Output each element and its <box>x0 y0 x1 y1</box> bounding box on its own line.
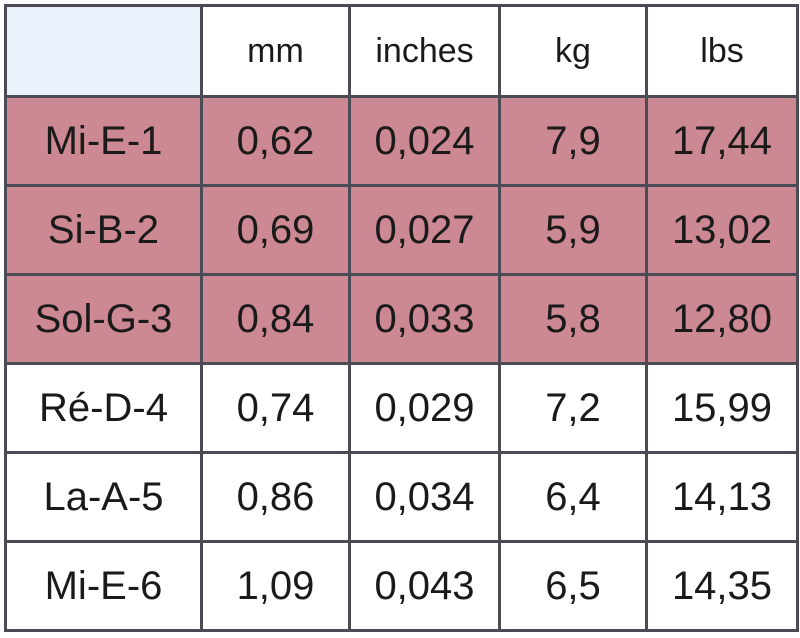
row-label: Ré-D-4 <box>4 362 203 454</box>
header-cell: inches <box>348 4 501 98</box>
row-label: Mi-E-1 <box>4 95 203 187</box>
table-row: Mi-E-1 0,62 0,024 7,9 17,44 <box>4 95 799 187</box>
row-label: Si-B-2 <box>4 184 203 276</box>
table-row: Ré-D-4 0,74 0,029 7,2 15,99 <box>4 362 799 454</box>
table-cell: 0,62 <box>200 95 351 187</box>
table-row: Sol-G-3 0,84 0,033 5,8 12,80 <box>4 273 799 365</box>
table-cell: 5,9 <box>498 184 648 276</box>
table-cell: 0,74 <box>200 362 351 454</box>
table-cell: 0,86 <box>200 451 351 543</box>
table-cell: 17,44 <box>645 95 799 187</box>
row-label: La-A-5 <box>4 451 203 543</box>
data-table: mm inches kg lbs Mi-E-1 0,62 0,024 7,9 17,44 Si-… <box>4 4 799 632</box>
table-cell: 6,4 <box>498 451 648 543</box>
table-cell: 0,043 <box>348 540 501 632</box>
table-cell: 12,80 <box>645 273 799 365</box>
table-cell: 7,2 <box>498 362 648 454</box>
table-cell: 0,84 <box>200 273 351 365</box>
row-label: Sol-G-3 <box>4 273 203 365</box>
table-row: Mi-E-6 1,09 0,043 6,5 14,35 <box>4 540 799 632</box>
header-row: mm inches kg lbs <box>4 4 799 98</box>
table-cell: 0,024 <box>348 95 501 187</box>
table-cell: 0,69 <box>200 184 351 276</box>
table-cell: 14,13 <box>645 451 799 543</box>
table-cell: 6,5 <box>498 540 648 632</box>
corner-cell <box>4 4 203 98</box>
header-cell: lbs <box>645 4 799 98</box>
table-row: La-A-5 0,86 0,034 6,4 14,13 <box>4 451 799 543</box>
header-cell: kg <box>498 4 648 98</box>
row-label: Mi-E-6 <box>4 540 203 632</box>
table-cell: 0,029 <box>348 362 501 454</box>
table-cell: 1,09 <box>200 540 351 632</box>
table-cell: 15,99 <box>645 362 799 454</box>
table-cell: 7,9 <box>498 95 648 187</box>
table-cell: 5,8 <box>498 273 648 365</box>
table-cell: 14,35 <box>645 540 799 632</box>
table-cell: 13,02 <box>645 184 799 276</box>
table-cell: 0,034 <box>348 451 501 543</box>
table-cell: 0,027 <box>348 184 501 276</box>
table-cell: 0,033 <box>348 273 501 365</box>
header-cell: mm <box>200 4 351 98</box>
table-row: Si-B-2 0,69 0,027 5,9 13,02 <box>4 184 799 276</box>
